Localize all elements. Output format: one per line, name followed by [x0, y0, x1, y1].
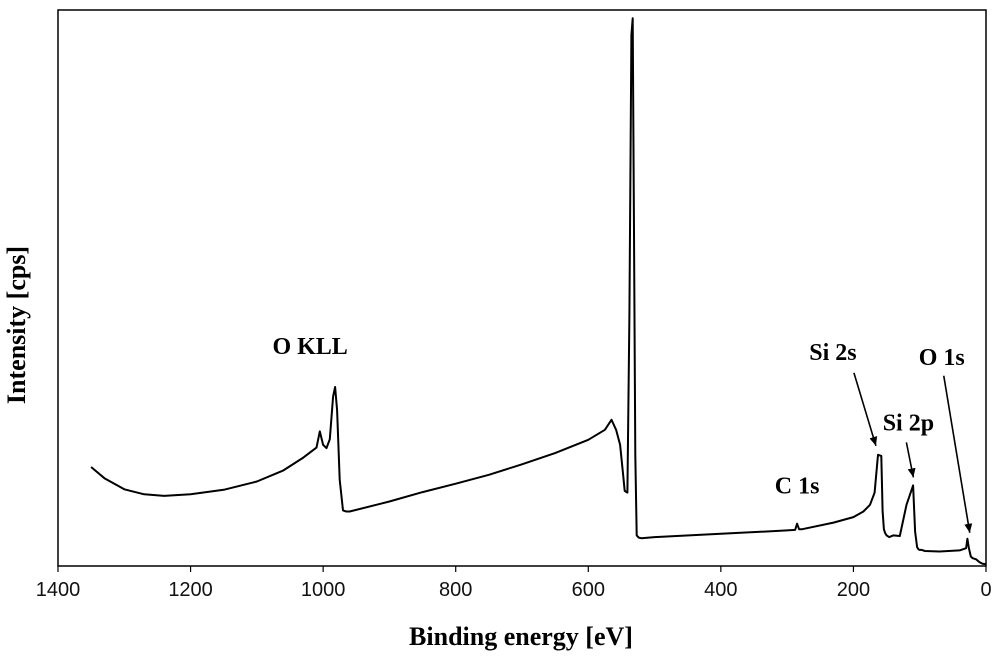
spectrum-line [90, 17, 987, 566]
x-axis-title: Binding energy [eV] [409, 622, 633, 651]
y-axis-title: Intensity [cps] [2, 246, 31, 404]
peak-arrow [853, 372, 878, 447]
peak-annotations: O 1s O KLL C 1s Si 2s Si 2p O 1s [272, 0, 973, 533]
x-tick-label: 1400 [36, 579, 81, 601]
peak-label: O 1s [611, 0, 657, 2]
peak-label: O KLL [272, 334, 347, 360]
x-tick-label: 1200 [168, 579, 213, 601]
x-tick-label: 600 [572, 579, 605, 601]
x-axis-ticks [57, 566, 987, 572]
x-tick-label: 400 [704, 579, 737, 601]
x-tick-label: 1000 [301, 579, 346, 601]
plot-frame [57, 9, 987, 567]
x-tick-label: 0 [980, 579, 991, 601]
peak-label: Si 2p [883, 410, 934, 436]
peak-label: C 1s [775, 474, 820, 500]
x-axis-tick-labels: 1400 1200 1000 800 600 400 200 0 [36, 579, 992, 601]
peak-label: O 1s [919, 345, 965, 371]
x-tick-label: 800 [439, 579, 472, 601]
peak-label: Si 2s [809, 340, 856, 366]
peak-arrow [905, 442, 916, 478]
peak-arrow [942, 375, 973, 533]
x-tick-label: 200 [837, 579, 870, 601]
